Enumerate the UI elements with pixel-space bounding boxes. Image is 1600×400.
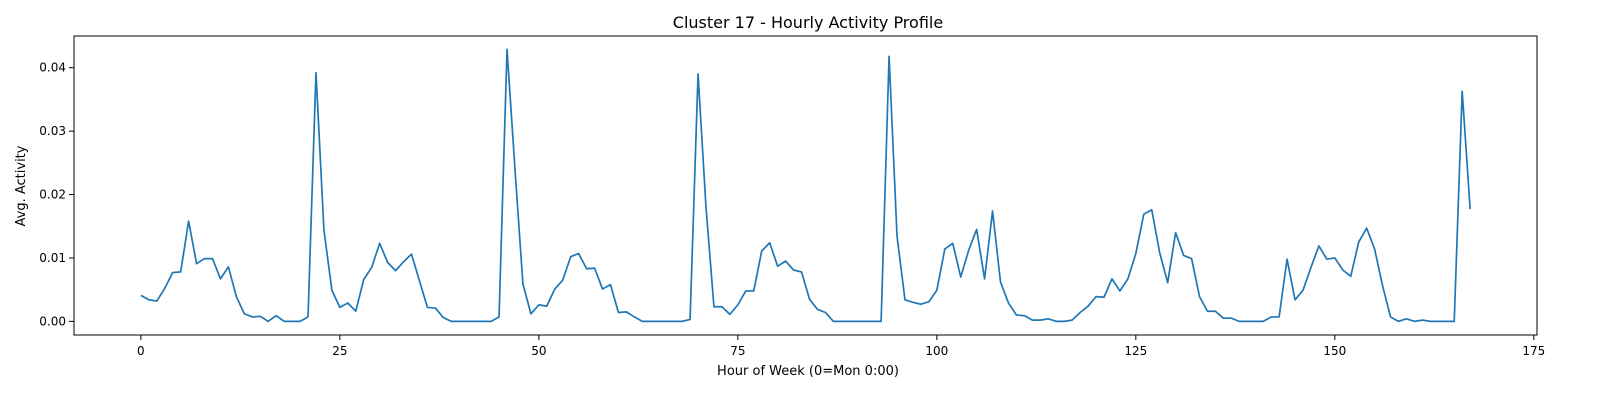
y-axis-label: Avg. Activity [14, 145, 29, 226]
x-tick-label: 25 [332, 344, 347, 358]
x-axis-label: Hour of Week (0=Mon 0:00) [717, 364, 899, 379]
plot-area [140, 48, 1471, 323]
x-tick-label: 150 [1323, 344, 1346, 358]
y-tick-label: 0.00 [39, 314, 66, 328]
y-tick-label: 0.03 [39, 124, 66, 138]
y-tick-label: 0.01 [39, 251, 66, 265]
x-tick-label: 125 [1124, 344, 1147, 358]
plot-frame [73, 35, 1538, 336]
x-tick-label: 50 [531, 344, 546, 358]
chart-title: Cluster 17 - Hourly Activity Profile [673, 13, 943, 32]
x-tick-label: 0 [137, 344, 145, 358]
x-tick-label: 175 [1522, 344, 1545, 358]
y-axis: 0.00 0.01 0.02 0.03 0.04 [39, 61, 74, 328]
x-tick-label: 75 [730, 344, 745, 358]
x-axis: 0 25 50 75 100 125 150 175 [137, 335, 1545, 358]
x-tick-label: 100 [925, 344, 948, 358]
y-tick-label: 0.04 [39, 61, 66, 75]
y-tick-label: 0.02 [39, 188, 66, 202]
series-line-0 [140, 48, 1471, 323]
